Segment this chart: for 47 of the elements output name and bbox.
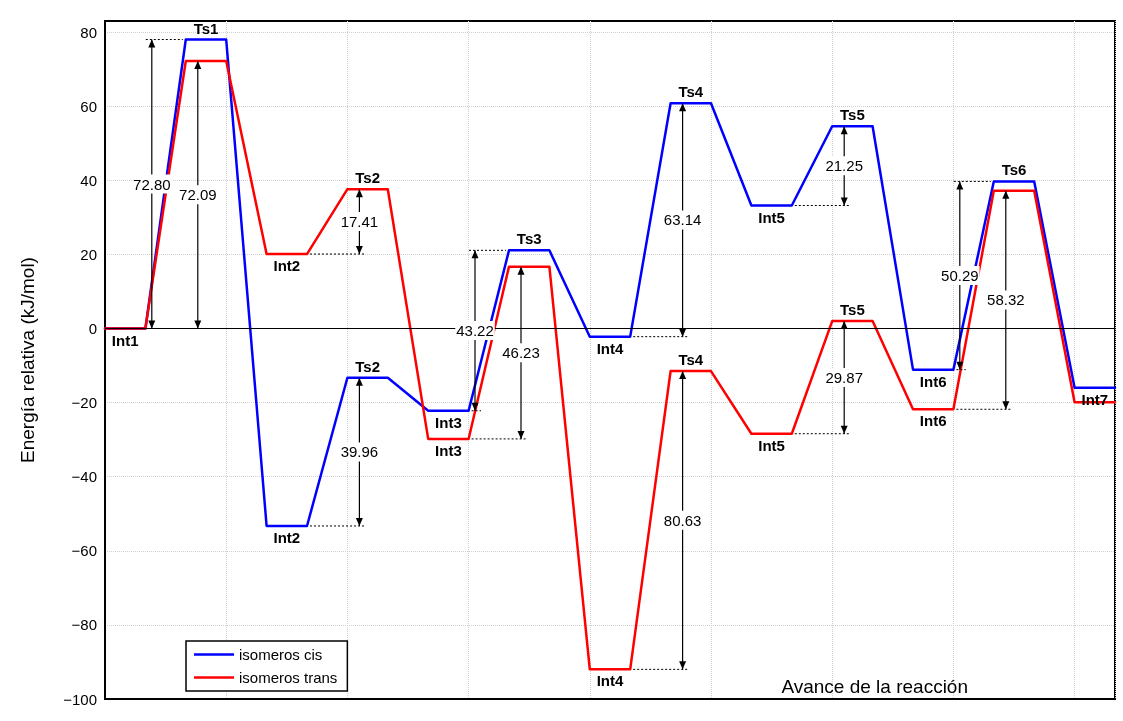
y-tick-label: 60 bbox=[80, 97, 97, 115]
data-label: Int3 bbox=[435, 413, 462, 431]
data-label: Ts5 bbox=[840, 301, 865, 319]
data-label: Ts6 bbox=[1001, 161, 1027, 179]
data-label: Ts2 bbox=[355, 169, 380, 187]
data-label: Ts4 bbox=[678, 83, 704, 101]
data-label: Int2 bbox=[273, 528, 301, 546]
annotation: 39.96 bbox=[340, 443, 379, 461]
y-tick-label: −100 bbox=[63, 690, 97, 708]
data-label: Int2 bbox=[273, 257, 301, 275]
y-tick-label: −40 bbox=[71, 468, 97, 486]
data-label: Int1 bbox=[111, 331, 139, 349]
annotation: 63.14 bbox=[663, 211, 702, 229]
annotation: 46.23 bbox=[502, 344, 540, 362]
data-label: Ts5 bbox=[840, 106, 865, 124]
y-tick-label: 80 bbox=[80, 23, 97, 41]
data-label: Ts1 bbox=[193, 19, 219, 37]
y-tick-label: 20 bbox=[80, 245, 97, 263]
line-series bbox=[103, 59, 1117, 671]
y-tick-label: 0 bbox=[88, 320, 97, 338]
legend-label: isomeros trans bbox=[239, 669, 338, 686]
y-tick-label: −80 bbox=[71, 616, 97, 634]
annotation: 58.32 bbox=[987, 291, 1025, 309]
data-label: Int4 bbox=[596, 339, 624, 357]
annotation: 29.87 bbox=[825, 368, 863, 386]
y-tick-label: 40 bbox=[80, 171, 97, 189]
data-label: Ts3 bbox=[516, 230, 542, 248]
annotation: 80.63 bbox=[663, 511, 702, 529]
data-label: Int3 bbox=[435, 441, 462, 459]
data-label: Int5 bbox=[758, 208, 785, 226]
data-label: Int6 bbox=[919, 412, 947, 430]
x-axis-title: Avance de la reacción bbox=[781, 676, 968, 697]
annotation: 43.22 bbox=[456, 322, 494, 340]
data-label: Int5 bbox=[758, 436, 785, 454]
annotation: 72.80 bbox=[133, 175, 171, 193]
y-tick-label: −20 bbox=[71, 394, 97, 412]
data-label: Ts2 bbox=[355, 357, 380, 375]
legend-label: isomeros cis bbox=[239, 646, 323, 663]
data-label: Int6 bbox=[919, 372, 947, 390]
data-label: Ts4 bbox=[678, 351, 704, 369]
y-axis-title: Energía relativa (kJ/mol) bbox=[17, 257, 38, 463]
annotation: 21.25 bbox=[825, 157, 863, 175]
annotation: 72.09 bbox=[179, 186, 217, 204]
annotation: 50.29 bbox=[941, 267, 979, 285]
data-label: Int4 bbox=[596, 672, 624, 690]
annotation: 17.41 bbox=[340, 213, 379, 231]
y-tick-label: −60 bbox=[71, 542, 97, 560]
